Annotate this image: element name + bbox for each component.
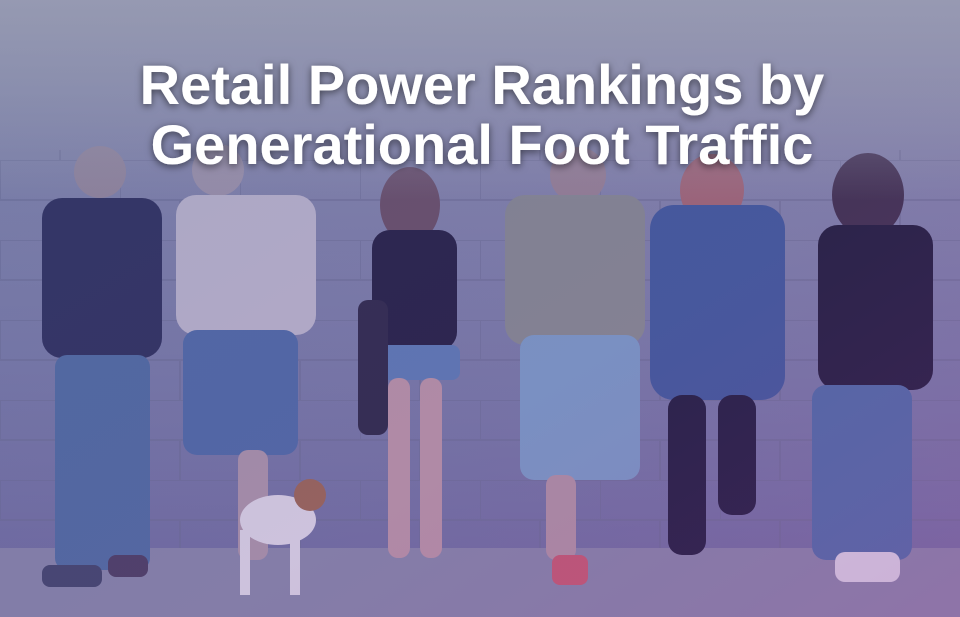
title-line: Retail Power Rankings by	[140, 53, 825, 116]
top-fade	[0, 0, 960, 200]
title-line: Generational Foot Traffic	[151, 113, 814, 176]
